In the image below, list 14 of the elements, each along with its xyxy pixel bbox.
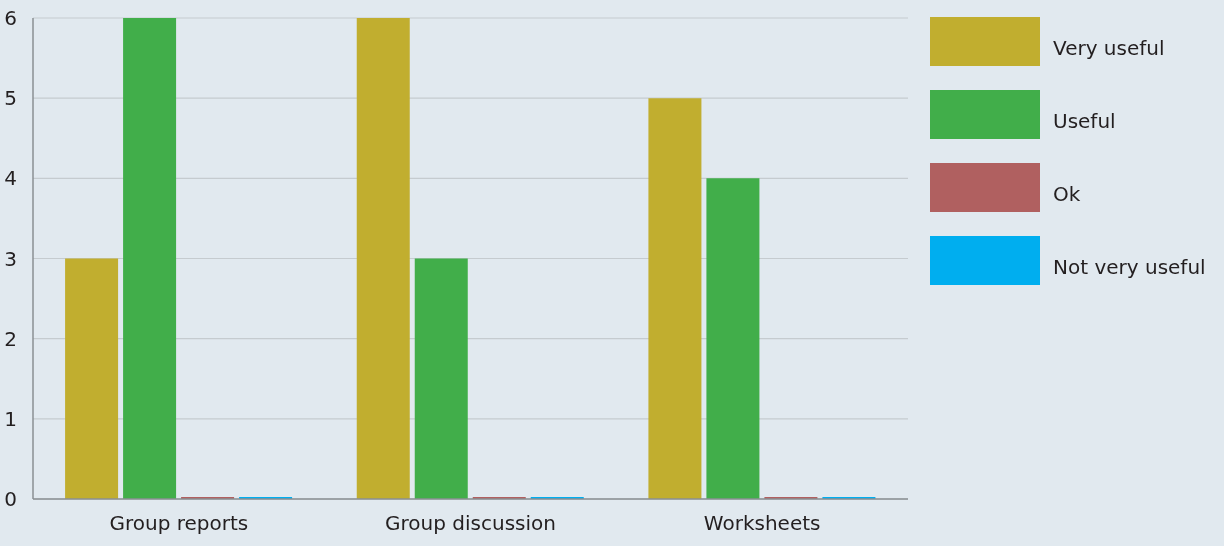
x-tick-label: Group discussion [385, 511, 556, 536]
y-tick-label: 1 [4, 406, 17, 431]
y-tick-label: 2 [4, 326, 17, 351]
y-tick-label: 6 [4, 6, 17, 31]
text: Useful [1053, 107, 1116, 133]
text: Not very useful [1053, 253, 1206, 279]
y-tick-label: 0 [4, 487, 17, 512]
y-tick-label: 4 [4, 166, 17, 191]
x-tick-label: Worksheets [703, 511, 821, 536]
x-tick-label: Group reports [109, 511, 249, 536]
text: Very useful [1053, 34, 1165, 60]
y-tick-label: 5 [4, 86, 17, 111]
y-tick-label: 3 [4, 246, 17, 271]
text: Ok [1053, 180, 1081, 206]
